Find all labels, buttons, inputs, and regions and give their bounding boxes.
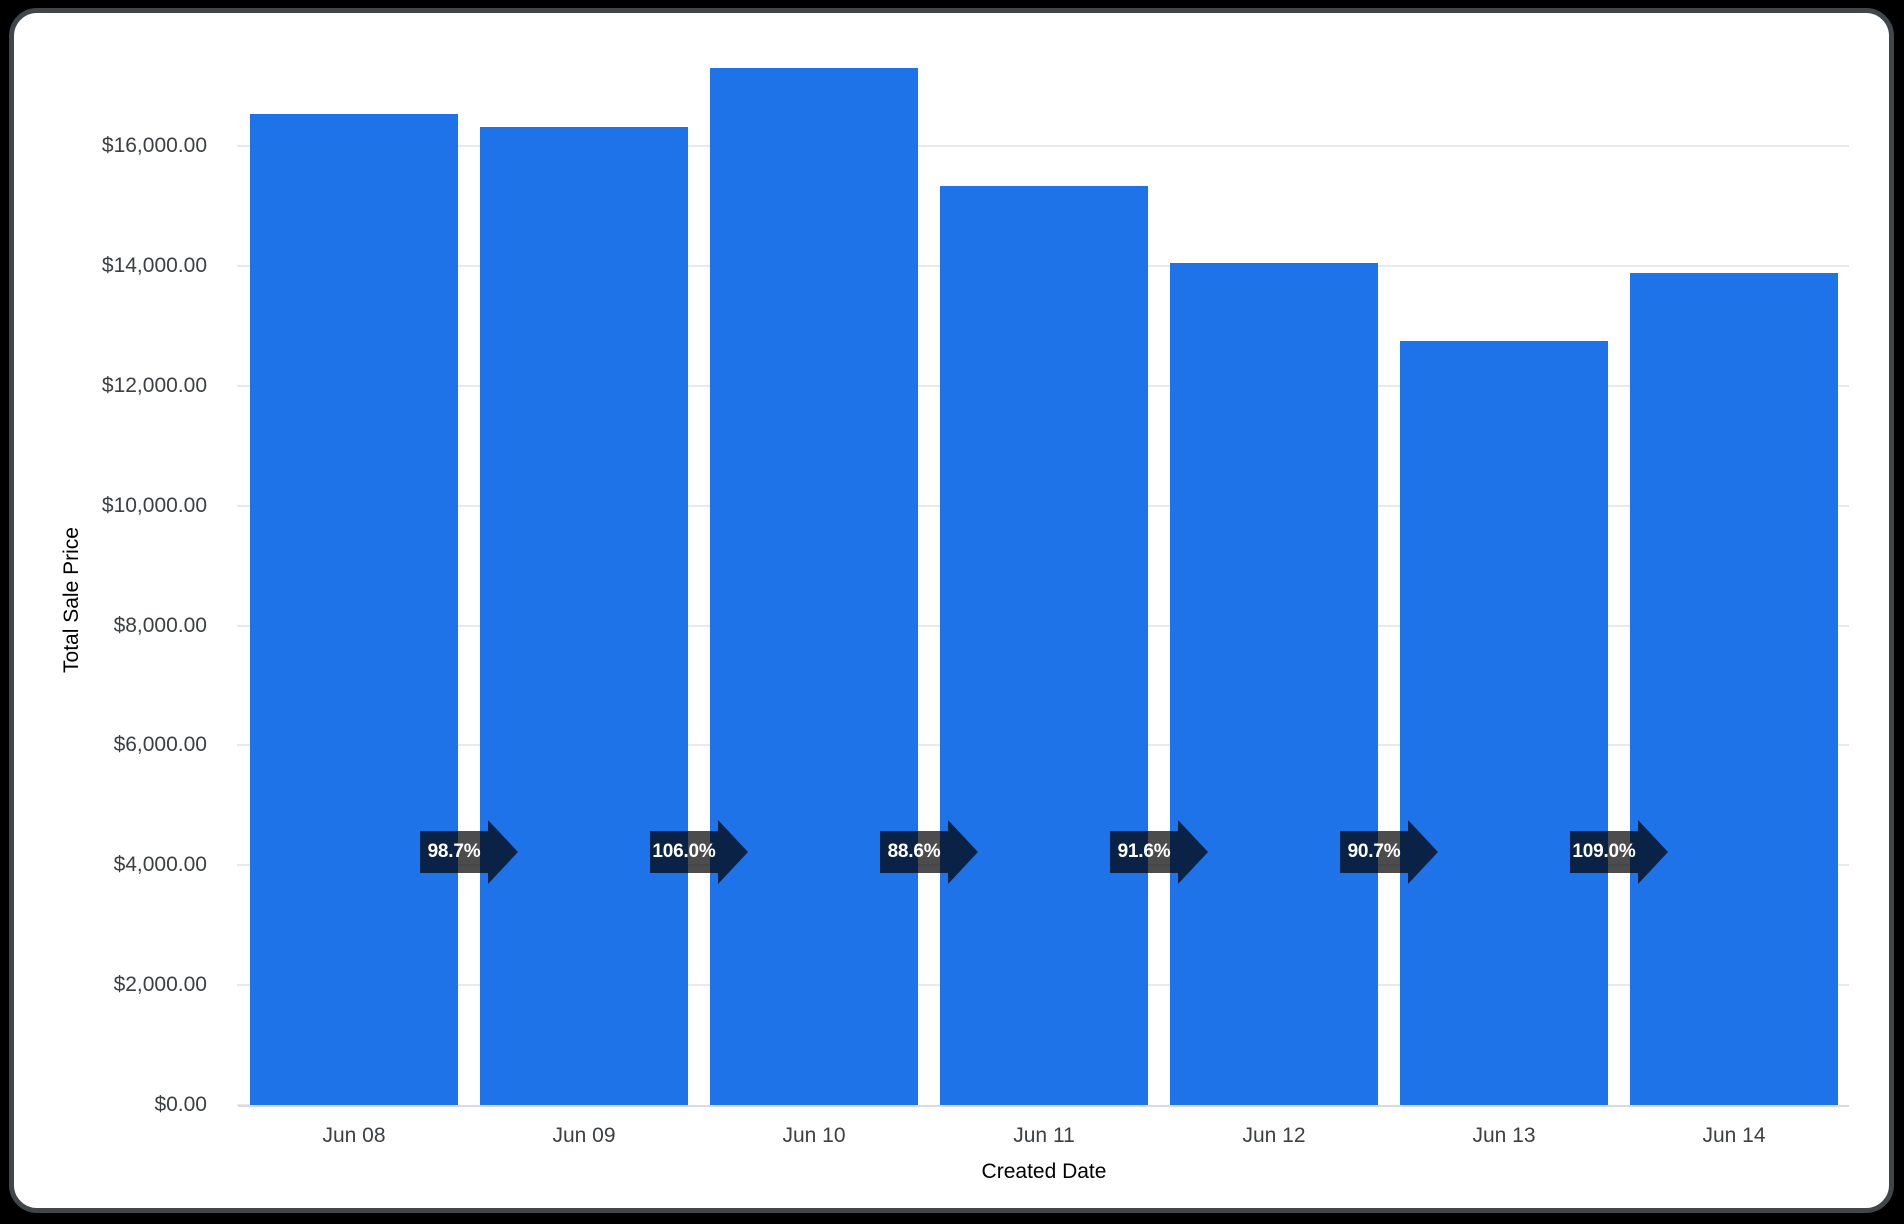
- y-axis-tick-label: $6,000.00: [113, 733, 207, 757]
- growth-arrow-body: 88.6%: [880, 831, 948, 873]
- x-axis-tick-label: Jun 11: [1013, 1124, 1075, 1147]
- y-axis-tick-mark: [237, 624, 251, 627]
- bar-jun-08[interactable]: [250, 113, 458, 1105]
- growth-arrow: 88.6%: [880, 820, 978, 884]
- x-axis-title: Created Date: [981, 1160, 1107, 1183]
- x-axis-tick-label: Jun 09: [552, 1124, 616, 1147]
- y-axis-tick-label: $16,000.00: [101, 134, 207, 157]
- growth-arrow-body: 90.7%: [1340, 831, 1408, 873]
- growth-arrow-label: 109.0%: [1572, 841, 1636, 862]
- bar-jun-10[interactable]: [710, 67, 918, 1105]
- bar-jun-13[interactable]: [1400, 341, 1608, 1105]
- y-axis-tick-mark: [237, 264, 251, 267]
- x-axis-tick-label: Jun 08: [322, 1124, 386, 1147]
- bar-jun-11[interactable]: [940, 186, 1148, 1105]
- growth-arrow-body: 91.6%: [1110, 831, 1178, 873]
- growth-arrow-label: 106.0%: [652, 841, 716, 862]
- growth-arrow: 109.0%: [1570, 820, 1668, 884]
- x-axis-tick-label: Jun 12: [1242, 1124, 1306, 1147]
- growth-arrow: 90.7%: [1340, 820, 1438, 884]
- growth-arrow-label: 90.7%: [1347, 841, 1401, 862]
- y-axis-tick-label: $8,000.00: [113, 613, 207, 637]
- x-axis-tick-label: Jun 13: [1472, 1124, 1536, 1147]
- y-axis-tick-label: $0.00: [154, 1093, 207, 1116]
- bar-jun-14[interactable]: [1630, 272, 1838, 1105]
- bar-jun-12[interactable]: [1170, 263, 1378, 1105]
- growth-arrow-label: 88.6%: [887, 841, 941, 862]
- x-axis-tick-label: Jun 10: [782, 1124, 846, 1147]
- y-axis-tick-label: $10,000.00: [101, 493, 207, 517]
- growth-arrow-head-icon: [718, 820, 748, 884]
- x-axis-baseline: [238, 1105, 1849, 1107]
- y-axis-tick-label: $14,000.00: [101, 253, 207, 277]
- growth-arrow: 98.7%: [420, 820, 518, 884]
- y-axis-tick-label: $12,000.00: [101, 373, 207, 397]
- growth-arrow-body: 109.0%: [1570, 831, 1638, 873]
- y-axis-tick-label: $2,000.00: [113, 973, 207, 997]
- growth-arrow-body: 98.7%: [420, 831, 488, 873]
- growth-arrow-head-icon: [488, 820, 518, 884]
- growth-arrow: 106.0%: [650, 820, 748, 884]
- growth-arrow-label: 91.6%: [1117, 841, 1171, 862]
- gridline: [238, 145, 1849, 147]
- growth-arrow: 91.6%: [1110, 820, 1208, 884]
- growth-arrow-head-icon: [1408, 820, 1438, 884]
- growth-arrow-head-icon: [1178, 820, 1208, 884]
- y-axis-tick-label: $4,000.00: [113, 853, 207, 877]
- bar-jun-09[interactable]: [480, 126, 688, 1105]
- y-axis-tick-mark: [237, 984, 251, 987]
- growth-arrow-label: 98.7%: [427, 841, 481, 862]
- growth-arrow-body: 106.0%: [650, 831, 718, 873]
- growth-arrow-head-icon: [1638, 820, 1668, 884]
- y-axis-tick-mark: [237, 744, 251, 747]
- y-axis-tick-mark: [237, 864, 251, 867]
- x-axis-tick-label: Jun 14: [1702, 1124, 1766, 1147]
- y-axis-tick-mark: [237, 145, 251, 147]
- y-axis-tick-mark: [237, 504, 251, 507]
- y-axis-tick-mark: [237, 384, 251, 387]
- growth-arrow-head-icon: [948, 820, 978, 884]
